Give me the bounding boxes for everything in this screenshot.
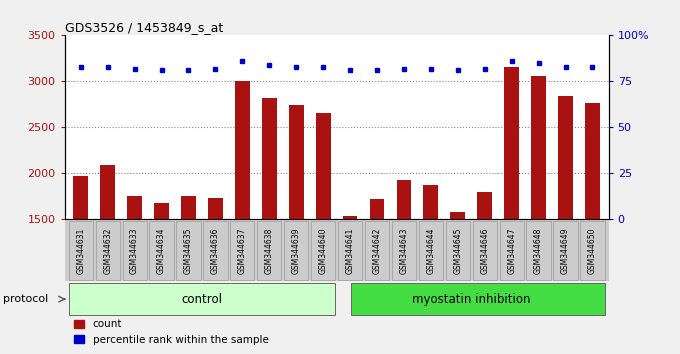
Legend: count, percentile rank within the sample: count, percentile rank within the sample xyxy=(70,315,273,349)
Bar xyxy=(370,199,384,354)
Bar xyxy=(69,283,335,315)
FancyBboxPatch shape xyxy=(419,221,443,280)
Bar xyxy=(208,198,223,354)
Text: GSM344636: GSM344636 xyxy=(211,227,220,274)
Text: GSM344648: GSM344648 xyxy=(534,227,543,274)
FancyBboxPatch shape xyxy=(69,221,93,280)
FancyBboxPatch shape xyxy=(580,221,605,280)
Bar xyxy=(352,283,605,315)
Bar xyxy=(585,103,600,354)
Text: GSM344632: GSM344632 xyxy=(103,227,112,274)
Bar xyxy=(181,195,196,354)
Bar xyxy=(127,195,142,354)
Text: GSM344634: GSM344634 xyxy=(157,227,166,274)
Text: GSM344644: GSM344644 xyxy=(426,227,435,274)
Bar xyxy=(477,192,492,354)
Bar xyxy=(73,176,88,354)
Text: protocol: protocol xyxy=(3,294,49,304)
Bar xyxy=(343,216,358,354)
Bar xyxy=(100,165,115,354)
FancyBboxPatch shape xyxy=(554,221,577,280)
Text: GSM344639: GSM344639 xyxy=(292,227,301,274)
Bar xyxy=(154,203,169,354)
Bar xyxy=(558,96,573,354)
Bar xyxy=(235,81,250,354)
Text: GSM344646: GSM344646 xyxy=(480,227,489,274)
Bar xyxy=(531,76,546,354)
FancyBboxPatch shape xyxy=(284,221,308,280)
FancyBboxPatch shape xyxy=(526,221,551,280)
Text: GSM344635: GSM344635 xyxy=(184,227,193,274)
Text: myostatin inhibition: myostatin inhibition xyxy=(412,293,530,306)
Text: GSM344640: GSM344640 xyxy=(319,227,328,274)
Text: GSM344642: GSM344642 xyxy=(373,227,381,274)
FancyBboxPatch shape xyxy=(257,221,282,280)
Text: GDS3526 / 1453849_s_at: GDS3526 / 1453849_s_at xyxy=(65,21,223,34)
FancyBboxPatch shape xyxy=(365,221,389,280)
FancyBboxPatch shape xyxy=(500,221,524,280)
Bar xyxy=(505,67,519,354)
Text: GSM344637: GSM344637 xyxy=(238,227,247,274)
Text: GSM344638: GSM344638 xyxy=(265,227,274,274)
FancyBboxPatch shape xyxy=(231,221,254,280)
Bar xyxy=(289,105,303,354)
FancyBboxPatch shape xyxy=(473,221,497,280)
FancyBboxPatch shape xyxy=(203,221,228,280)
Text: GSM344649: GSM344649 xyxy=(561,227,570,274)
Text: GSM344641: GSM344641 xyxy=(345,227,354,274)
Text: GSM344631: GSM344631 xyxy=(76,227,85,274)
Bar xyxy=(424,184,439,354)
Text: GSM344633: GSM344633 xyxy=(130,227,139,274)
FancyBboxPatch shape xyxy=(150,221,173,280)
FancyBboxPatch shape xyxy=(122,221,147,280)
FancyBboxPatch shape xyxy=(338,221,362,280)
FancyBboxPatch shape xyxy=(96,221,120,280)
Bar xyxy=(316,113,330,354)
FancyBboxPatch shape xyxy=(311,221,335,280)
Text: GSM344647: GSM344647 xyxy=(507,227,516,274)
Bar xyxy=(396,180,411,354)
Text: GSM344645: GSM344645 xyxy=(454,227,462,274)
Text: GSM344643: GSM344643 xyxy=(399,227,409,274)
FancyBboxPatch shape xyxy=(176,221,201,280)
Bar xyxy=(262,98,277,354)
Text: control: control xyxy=(182,293,222,306)
FancyBboxPatch shape xyxy=(445,221,470,280)
Bar xyxy=(450,212,465,354)
Text: GSM344650: GSM344650 xyxy=(588,227,597,274)
FancyBboxPatch shape xyxy=(392,221,416,280)
